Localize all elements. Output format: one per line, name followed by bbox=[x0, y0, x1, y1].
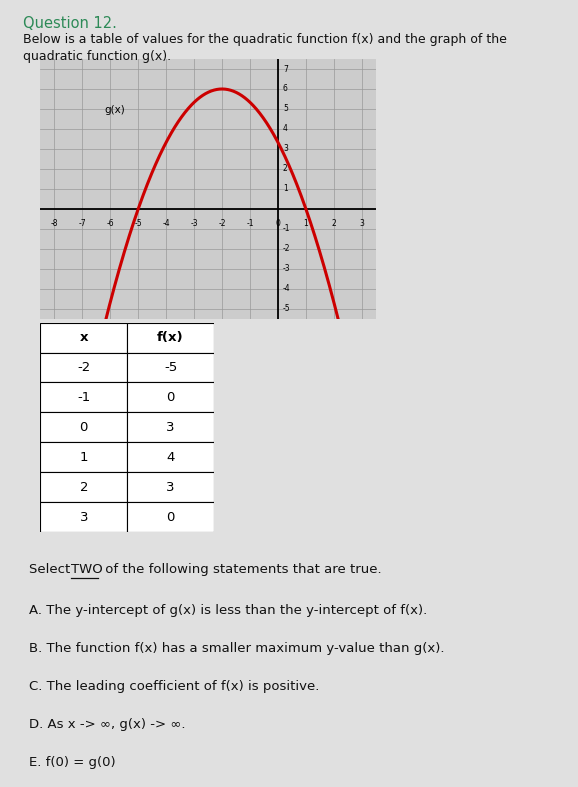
Text: Question 12.: Question 12. bbox=[23, 16, 117, 31]
Text: 1: 1 bbox=[80, 451, 88, 464]
Bar bbox=[40, 323, 127, 353]
Bar bbox=[40, 472, 127, 502]
Text: -1: -1 bbox=[77, 391, 90, 404]
Text: 3: 3 bbox=[80, 511, 88, 523]
Text: 2: 2 bbox=[283, 164, 288, 173]
Text: -1: -1 bbox=[246, 219, 254, 228]
Text: -5: -5 bbox=[283, 305, 291, 313]
Text: f(x): f(x) bbox=[157, 331, 184, 344]
Text: 0: 0 bbox=[166, 511, 175, 523]
Bar bbox=[40, 502, 127, 532]
Bar bbox=[40, 382, 127, 412]
Text: 0: 0 bbox=[80, 421, 88, 434]
Text: -5: -5 bbox=[164, 361, 177, 374]
Text: -7: -7 bbox=[79, 219, 86, 228]
Text: -5: -5 bbox=[135, 219, 142, 228]
Text: 6: 6 bbox=[283, 84, 288, 94]
Text: -3: -3 bbox=[283, 264, 291, 273]
Bar bbox=[40, 412, 127, 442]
Bar bbox=[127, 323, 214, 353]
Text: B. The function f(x) has a smaller maximum y-value than g(x).: B. The function f(x) has a smaller maxim… bbox=[29, 642, 444, 656]
Text: -2: -2 bbox=[283, 244, 291, 253]
Text: Select: Select bbox=[29, 563, 75, 577]
Text: 3: 3 bbox=[360, 219, 364, 228]
Text: -3: -3 bbox=[190, 219, 198, 228]
Text: 7: 7 bbox=[283, 65, 288, 73]
Bar bbox=[127, 382, 214, 412]
Bar bbox=[127, 353, 214, 382]
Bar bbox=[127, 502, 214, 532]
Text: 2: 2 bbox=[331, 219, 336, 228]
Text: E. f(0) = g(0): E. f(0) = g(0) bbox=[29, 756, 116, 769]
Text: 4: 4 bbox=[166, 451, 175, 464]
Text: quadratic function g(x).: quadratic function g(x). bbox=[23, 50, 171, 64]
Text: C. The leading coefficient of f(x) is positive.: C. The leading coefficient of f(x) is po… bbox=[29, 680, 319, 693]
Text: D. As x -> ∞, g(x) -> ∞.: D. As x -> ∞, g(x) -> ∞. bbox=[29, 718, 186, 731]
Text: -8: -8 bbox=[51, 219, 58, 228]
Text: 2: 2 bbox=[80, 481, 88, 493]
Text: 3: 3 bbox=[166, 421, 175, 434]
Text: 0: 0 bbox=[166, 391, 175, 404]
Text: A. The y-intercept of g(x) is less than the y-intercept of f(x).: A. The y-intercept of g(x) is less than … bbox=[29, 604, 427, 618]
Text: 5: 5 bbox=[283, 105, 288, 113]
Bar bbox=[127, 442, 214, 472]
Bar bbox=[40, 353, 127, 382]
Text: 4: 4 bbox=[283, 124, 288, 134]
Text: Below is a table of values for the quadratic function f(x) and the graph of the: Below is a table of values for the quadr… bbox=[23, 33, 507, 46]
Text: x: x bbox=[80, 331, 88, 344]
Text: -4: -4 bbox=[162, 219, 170, 228]
Text: -4: -4 bbox=[283, 284, 291, 294]
Text: 1: 1 bbox=[283, 184, 288, 194]
Text: 0: 0 bbox=[276, 219, 280, 228]
Text: -6: -6 bbox=[106, 219, 114, 228]
Text: 1: 1 bbox=[303, 219, 308, 228]
Text: of the following statements that are true.: of the following statements that are tru… bbox=[101, 563, 382, 577]
Text: TWO: TWO bbox=[71, 563, 103, 577]
Text: 3: 3 bbox=[166, 481, 175, 493]
Text: -2: -2 bbox=[77, 361, 90, 374]
Bar bbox=[40, 442, 127, 472]
Text: 3: 3 bbox=[283, 145, 288, 153]
Text: -2: -2 bbox=[218, 219, 226, 228]
Bar bbox=[127, 412, 214, 442]
Text: -1: -1 bbox=[283, 224, 291, 233]
Text: g(x): g(x) bbox=[105, 105, 125, 115]
Bar bbox=[127, 472, 214, 502]
